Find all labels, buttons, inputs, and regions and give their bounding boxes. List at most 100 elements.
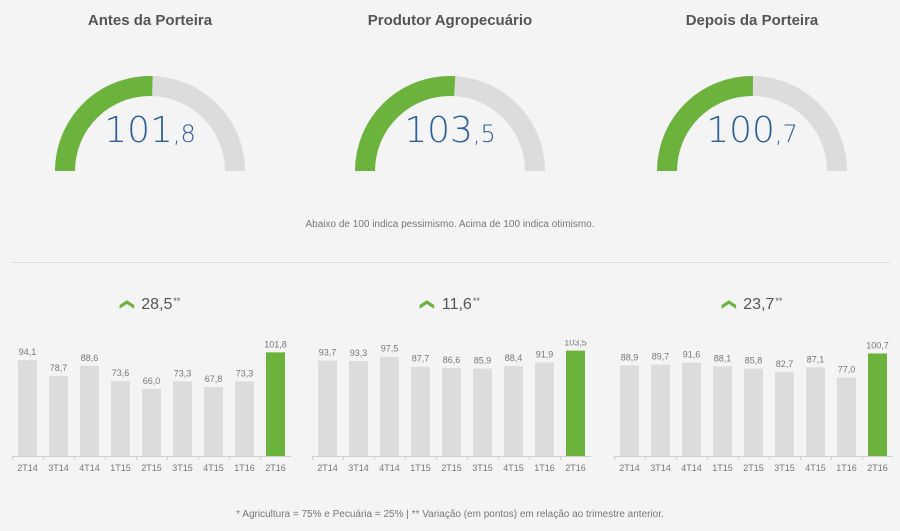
tick-label: 1T15 <box>712 463 733 473</box>
tick-label: 1T15 <box>110 463 131 473</box>
bar <box>411 366 430 456</box>
bar <box>349 361 368 456</box>
bar <box>235 381 254 456</box>
gauge-value-integer: 103 <box>404 110 473 151</box>
bar <box>682 362 701 456</box>
panel-depois-porteira: Depois da Porteira 100,7 ❯ 23,7** 88,9 2T1… <box>602 0 900 473</box>
data-label: 66,0 <box>143 376 161 386</box>
bar <box>620 365 639 456</box>
bar <box>49 375 68 456</box>
bar <box>566 350 585 456</box>
bar <box>473 368 492 456</box>
tick-label: 4T15 <box>503 463 524 473</box>
bar-chart: 94,1 2T14 78,7 3T14 88,6 4T14 73,6 1T15 66,0 2T15… <box>12 340 291 473</box>
divider <box>12 262 890 263</box>
variation-marker: ** <box>173 296 181 306</box>
bar <box>713 366 732 456</box>
data-label: 97,5 <box>381 344 399 354</box>
tick-label: 3T15 <box>472 463 493 473</box>
bar <box>111 381 130 456</box>
tick-label: 3T14 <box>650 463 671 473</box>
gauge-value: 100,7 <box>602 110 900 151</box>
bar <box>535 362 554 456</box>
chevron-up-icon: ❯ <box>718 298 735 311</box>
tick-label: 2T14 <box>619 463 640 473</box>
data-label: 77,0 <box>838 365 856 375</box>
tick-label: 3T15 <box>774 463 795 473</box>
bar <box>504 365 523 456</box>
tick-label: 4T15 <box>805 463 826 473</box>
variation-marker: ** <box>775 296 783 306</box>
gauge-title: Produtor Agropecuário <box>367 12 533 29</box>
tick-label: 2T15 <box>441 463 462 473</box>
data-label: 87,1 <box>807 354 825 364</box>
chevron-up-icon: ❯ <box>417 298 434 311</box>
tick-label: 1T16 <box>534 463 555 473</box>
chevron-up-icon: ❯ <box>116 298 133 311</box>
data-label: 91,9 <box>536 349 554 359</box>
data-label: 73,6 <box>112 368 130 378</box>
data-label: 78,7 <box>50 363 68 373</box>
gauge-value-decimal: ,8 <box>172 120 196 148</box>
bar <box>204 386 223 456</box>
tick-label: 2T15 <box>743 463 764 473</box>
tick-label: 2T16 <box>867 463 888 473</box>
data-label: 103,5 <box>564 340 587 348</box>
gauge-value: 103,5 <box>300 110 600 151</box>
gauge-fill <box>657 76 754 172</box>
data-label: 67,8 <box>205 374 223 384</box>
variation-value: 28,5 <box>141 296 173 313</box>
bar <box>837 377 856 456</box>
gauge <box>355 76 545 172</box>
tick-label: 1T15 <box>410 463 431 473</box>
panel-produtor-agropecuario: Produtor Agropecuário 103,5 ❯ 11,6** 93,7… <box>300 0 600 473</box>
gauge-fill <box>355 76 456 172</box>
tick-label: 3T15 <box>172 463 193 473</box>
bar <box>318 360 337 456</box>
bar <box>18 360 37 456</box>
tick-label: 2T14 <box>317 463 338 473</box>
gauge-value: 101,8 <box>0 110 300 151</box>
tick-label: 4T14 <box>379 463 400 473</box>
tick-label: 1T16 <box>234 463 255 473</box>
tick-label: 4T14 <box>79 463 100 473</box>
bar <box>80 365 99 456</box>
gauge <box>55 76 245 172</box>
tick-label: 3T14 <box>348 463 369 473</box>
variation-value: 23,7 <box>743 296 775 313</box>
gauge-value-integer: 100 <box>706 110 775 151</box>
tick-label: 1T16 <box>836 463 857 473</box>
bar <box>744 368 763 456</box>
data-label: 88,9 <box>621 352 639 362</box>
variation-marker: ** <box>472 296 480 306</box>
bar <box>775 371 794 456</box>
tick-label: 3T14 <box>48 463 69 473</box>
data-label: 85,9 <box>474 356 492 366</box>
scale-note: Abaixo de 100 indica pessimismo. Acima d… <box>305 219 595 230</box>
bar <box>651 364 670 456</box>
data-label: 73,3 <box>236 368 254 378</box>
variation-value: 11,6 <box>441 296 472 313</box>
gauge <box>657 76 847 172</box>
data-label: 89,7 <box>652 352 670 362</box>
gauge-value-decimal: ,5 <box>472 120 496 148</box>
bar <box>173 381 192 456</box>
data-label: 73,3 <box>174 368 192 378</box>
bar <box>142 388 161 456</box>
gauge-value-decimal: ,7 <box>774 120 798 148</box>
data-label: 93,7 <box>319 348 337 358</box>
gauge-fill <box>55 76 153 172</box>
bar <box>266 352 285 456</box>
data-label: 86,6 <box>443 355 461 365</box>
data-label: 88,1 <box>714 353 732 363</box>
variation: ❯ 11,6** <box>300 296 600 314</box>
bar-chart: 93,7 2T14 93,3 3T14 97,5 4T14 87,7 1T15 86,6 2T15… <box>312 340 591 473</box>
panel-antes-porteira: Antes da Porteira 101,8 ❯ 28,5** 94,1 2T14… <box>0 0 300 473</box>
data-label: 93,3 <box>350 348 368 358</box>
bar <box>442 367 461 456</box>
bar <box>868 353 887 456</box>
data-label: 101,8 <box>264 340 287 349</box>
footer-note: * Agricultura = 75% e Pecuária = 25% | *… <box>236 509 664 520</box>
tick-label: 2T16 <box>565 463 586 473</box>
data-label: 100,7 <box>866 340 889 350</box>
